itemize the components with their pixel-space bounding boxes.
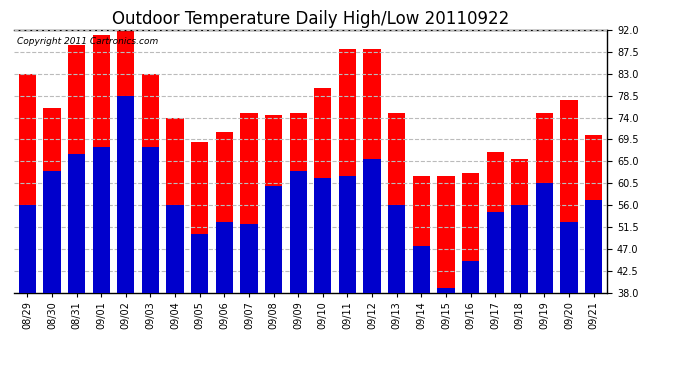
Title: Outdoor Temperature Daily High/Low 20110922: Outdoor Temperature Daily High/Low 20110… (112, 10, 509, 28)
Bar (364, 50, 381, 375)
Bar (117, 96, 135, 375)
Bar (511, 205, 529, 375)
Bar (437, 176, 455, 375)
Bar (290, 112, 307, 375)
Bar (413, 246, 430, 375)
Bar (240, 112, 257, 375)
Bar (92, 147, 110, 375)
Bar (585, 135, 602, 375)
Bar (437, 288, 455, 375)
Bar (92, 35, 110, 375)
Bar (339, 176, 356, 375)
Bar (364, 159, 381, 375)
Bar (560, 222, 578, 375)
Bar (339, 50, 356, 375)
Bar (314, 88, 331, 375)
Bar (388, 205, 405, 375)
Bar (314, 178, 331, 375)
Bar (486, 152, 504, 375)
Bar (486, 212, 504, 375)
Bar (265, 186, 282, 375)
Bar (536, 183, 553, 375)
Bar (68, 154, 85, 375)
Text: Copyright 2011 Cartronics.com: Copyright 2011 Cartronics.com (17, 37, 158, 46)
Bar (191, 234, 208, 375)
Bar (388, 112, 405, 375)
Bar (142, 74, 159, 375)
Bar (265, 115, 282, 375)
Bar (117, 25, 135, 375)
Bar (290, 171, 307, 375)
Bar (19, 205, 36, 375)
Bar (462, 173, 479, 375)
Bar (462, 261, 479, 375)
Bar (166, 205, 184, 375)
Bar (216, 132, 233, 375)
Bar (536, 112, 553, 375)
Bar (216, 222, 233, 375)
Bar (413, 176, 430, 375)
Bar (191, 142, 208, 375)
Bar (511, 159, 529, 375)
Bar (19, 74, 36, 375)
Bar (166, 117, 184, 375)
Bar (240, 225, 257, 375)
Bar (43, 171, 61, 375)
Bar (43, 108, 61, 375)
Bar (560, 100, 578, 375)
Bar (585, 200, 602, 375)
Bar (142, 147, 159, 375)
Bar (68, 45, 85, 375)
